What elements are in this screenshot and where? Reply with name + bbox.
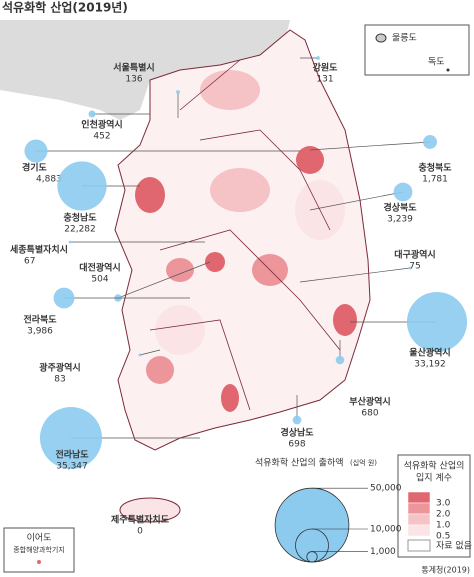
region-value: 3,239	[387, 215, 413, 225]
region-name: 충청북도	[418, 162, 452, 174]
region-value: 680	[361, 409, 378, 419]
area	[166, 258, 194, 282]
region-value: 698	[288, 440, 305, 450]
bubble	[335, 355, 345, 365]
ieodo-label: 이어도	[27, 533, 52, 544]
legend-tick-label: 1.0	[436, 521, 451, 531]
region-value: 83	[54, 375, 65, 385]
area	[221, 384, 239, 412]
region-name: 대구광역시	[394, 249, 435, 261]
region-value: 136	[125, 75, 142, 85]
region-value: 67	[24, 257, 35, 267]
region-name: 충청남도	[63, 212, 97, 224]
north-area	[0, 20, 290, 120]
region-name: 제주특별자치도	[111, 514, 170, 526]
region-name: 전라남도	[55, 449, 89, 461]
region-name: 경기도	[22, 162, 48, 174]
legend-title: 석유화학 산업의 출하액	[255, 457, 344, 469]
region-value: 75	[409, 262, 420, 272]
legend-swatch	[407, 524, 431, 537]
region-value: 504	[91, 275, 108, 285]
region-value: 35,347	[56, 462, 88, 472]
region-name: 경상북도	[383, 202, 417, 214]
bubble	[53, 287, 75, 309]
legend-size-label: 1,000	[370, 547, 396, 557]
legend-tick-label: 3.0	[436, 499, 451, 509]
region-name: 전라북도	[23, 314, 57, 326]
legend-tick-label: 2.0	[436, 510, 451, 520]
leader-line	[117, 261, 211, 299]
ieodo-label: 종합해양과학기지	[13, 545, 65, 554]
region-value: 0	[137, 527, 143, 537]
region-value: 3,986	[27, 327, 53, 337]
legend-tick-label: 0.5	[436, 532, 450, 542]
bubble	[39, 406, 103, 470]
area	[210, 168, 270, 212]
leader-line	[299, 267, 411, 283]
bubble	[423, 135, 437, 149]
region-name: 강원도	[313, 62, 339, 74]
source: 통계청(2019)	[421, 565, 470, 575]
ieodo-box	[3, 527, 75, 573]
region-name: 울산광역시	[409, 347, 450, 359]
leader-line	[309, 141, 431, 151]
ulleung-shape	[375, 33, 387, 43]
bubble	[316, 56, 320, 60]
region-name: 인천광역시	[81, 119, 122, 131]
area	[333, 304, 357, 336]
area	[155, 305, 205, 355]
bubble	[138, 353, 142, 357]
region-value: 33,192	[414, 360, 446, 370]
legend-size-label: 10,000	[370, 525, 402, 535]
legend-bubble	[274, 487, 350, 563]
leader-line	[309, 191, 404, 211]
province-borders	[149, 59, 341, 411]
dokdo-shape	[446, 68, 450, 72]
legend-no-data: 자료 없음	[436, 541, 472, 552]
bubble	[408, 266, 412, 270]
bubble	[68, 240, 72, 244]
region-value: 1,781	[422, 175, 448, 185]
region-name: 경상남도	[280, 427, 314, 439]
inset-box	[364, 24, 470, 76]
area	[200, 70, 260, 110]
bubble	[24, 139, 48, 163]
region-value: 131	[316, 75, 333, 85]
legend-size-label: 50,000	[370, 484, 402, 494]
region-value: 22,282	[64, 225, 96, 235]
bubble	[88, 110, 96, 118]
legend-unit: (십억 원)	[350, 458, 377, 467]
leader-line	[139, 349, 161, 356]
legend-title: 석유화학 산업의	[404, 461, 465, 472]
legend-title: 입지 계수	[416, 472, 452, 484]
bubble	[176, 90, 180, 94]
jeju	[119, 497, 181, 523]
legend-swatch	[407, 539, 431, 552]
area	[296, 146, 324, 174]
region-value: 452	[93, 132, 110, 142]
legend-swatch	[407, 502, 431, 515]
region-name: 광주광역시	[39, 362, 80, 374]
area	[146, 356, 174, 384]
inset-label: 독도	[428, 57, 445, 68]
area	[205, 252, 225, 272]
legend-swatch	[407, 513, 431, 526]
bubble	[57, 161, 107, 211]
title: 석유화학 산업(2019년)	[2, 0, 128, 15]
region-name: 대전광역시	[79, 262, 120, 274]
legend-swatch	[407, 491, 431, 504]
ieodo-dot	[37, 560, 41, 564]
bubble	[393, 182, 413, 202]
region-value: 4,883	[36, 175, 62, 185]
bubble	[292, 415, 302, 425]
bubble	[406, 291, 468, 353]
region-name: 부산광역시	[349, 396, 390, 408]
region-name: 세종특별자치시	[10, 244, 68, 256]
inset-label: 울릉도	[392, 33, 417, 44]
area	[135, 177, 165, 213]
region-name: 서울특별시	[113, 62, 154, 74]
